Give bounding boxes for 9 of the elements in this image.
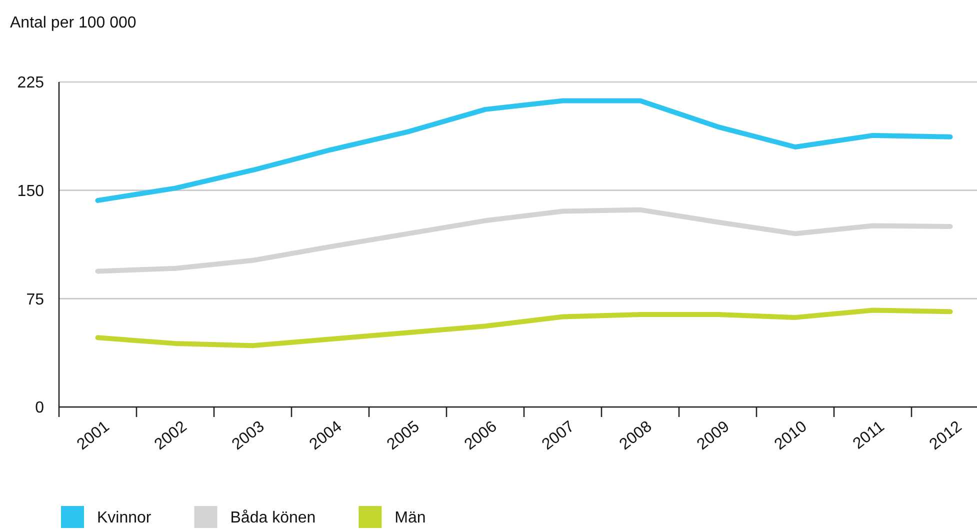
x-tick-label: 2011 — [850, 418, 888, 453]
legend-label: Män — [394, 510, 426, 527]
y-tick-label: 75 — [26, 291, 44, 308]
y-tick-label: 150 — [17, 182, 44, 200]
y-tick-label: 0 — [35, 400, 44, 417]
y-tick-label: 225 — [17, 74, 44, 92]
legend-label: Kvinnor — [97, 510, 152, 527]
legend-label: Båda könen — [230, 510, 316, 527]
y-axis-title: Antal per 100 000 — [10, 14, 136, 32]
